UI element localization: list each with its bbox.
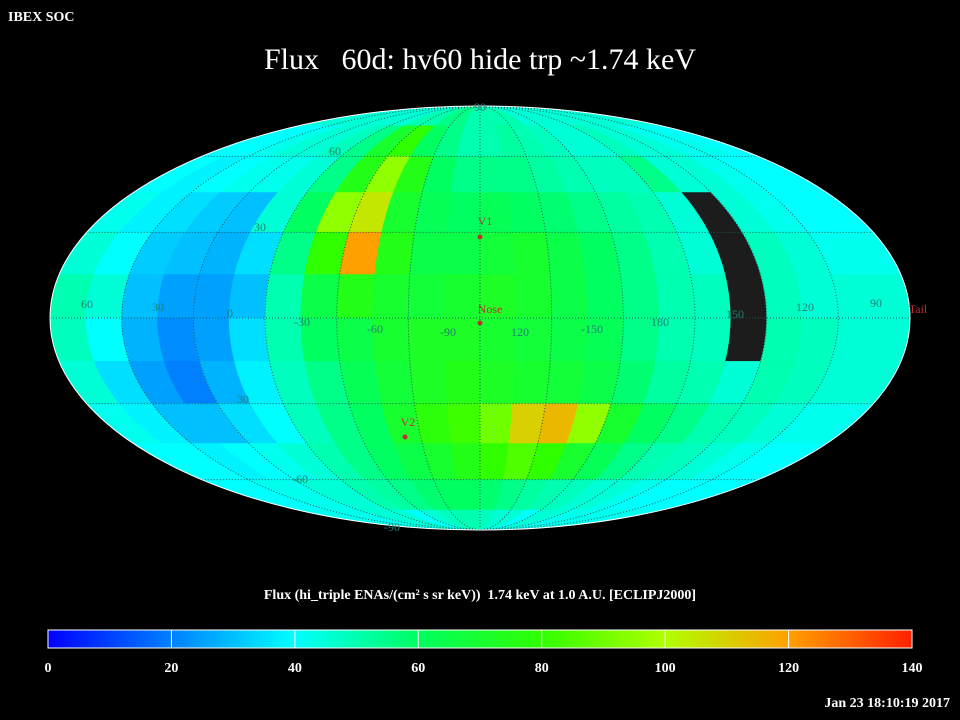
latitude-label: -90 xyxy=(384,520,400,534)
meridian xyxy=(479,105,768,531)
colorbar-tick-label: 140 xyxy=(902,661,923,676)
latitude-label: 60 xyxy=(329,144,341,158)
flux-cell xyxy=(690,274,732,319)
colorbar-tick-label: 0 xyxy=(45,661,52,676)
flux-cell xyxy=(512,361,551,404)
meridian xyxy=(192,105,481,531)
map-title: Flux 60d: hv60 hide trp ~1.74 keV xyxy=(264,43,696,76)
flux-cell xyxy=(264,274,305,319)
map-outline xyxy=(49,105,911,531)
longitude-label: -60 xyxy=(367,322,383,336)
flux-cell xyxy=(545,232,586,275)
flux-cell xyxy=(408,274,446,319)
timestamp: Jan 23 18:10:19 2017 xyxy=(824,696,950,711)
latitude-label: 90 xyxy=(474,100,486,114)
flux-cell xyxy=(479,232,516,275)
flux-cell xyxy=(446,192,481,233)
flux-cell xyxy=(545,361,586,404)
meridian xyxy=(264,105,481,531)
tail-label: Tail xyxy=(909,302,928,316)
marker-dot xyxy=(477,320,483,326)
colorbar-label: Flux (hi_triple ENAs/(cm² s sr keV)) 1.7… xyxy=(264,588,696,603)
flux-cell xyxy=(619,274,660,319)
flux-cell xyxy=(336,274,376,319)
colorbar-tick-label: 120 xyxy=(778,661,799,676)
latitude-label: 30 xyxy=(237,392,249,406)
flux-cell xyxy=(512,232,551,275)
flux-cell xyxy=(549,274,588,319)
flux-cell xyxy=(374,361,415,404)
marker-dot xyxy=(402,434,408,440)
map: 60 30 0 -30 -60 -90 120 -150 180 150 120 90 90 60 30 30… xyxy=(49,100,928,534)
flux-cell xyxy=(479,361,516,404)
colorbar-tick-label: 60 xyxy=(411,661,425,676)
flux-cell xyxy=(795,317,839,362)
source-label: IBEX SOC xyxy=(8,10,75,25)
colorbar-tick-label: 40 xyxy=(288,661,302,676)
latitude-label: -60 xyxy=(292,472,308,486)
marker-label: V2 xyxy=(401,415,416,429)
longitude-label: -90 xyxy=(440,325,456,339)
flux-cell xyxy=(300,274,341,319)
flux-cell xyxy=(374,232,415,275)
flux-cell xyxy=(444,232,481,275)
flux-cell xyxy=(443,274,481,319)
colorbar-gradient xyxy=(47,629,913,649)
flux-cell xyxy=(228,317,270,362)
colorbar-tick-label: 100 xyxy=(655,661,676,676)
marker-label: V1 xyxy=(478,214,493,228)
flux-cell xyxy=(372,274,411,319)
flux-cell xyxy=(584,274,624,319)
flux-cell xyxy=(760,317,803,362)
colorbar-tick-label: 20 xyxy=(164,661,178,676)
marker-dot xyxy=(477,234,483,240)
flux-cell xyxy=(514,274,552,319)
flux-cell xyxy=(409,232,448,275)
longitude-label: 120 xyxy=(796,300,814,314)
marker-label: Nose xyxy=(478,302,503,316)
longitude-label: 30 xyxy=(152,300,164,314)
no-data-cell xyxy=(725,317,767,362)
flux-cell xyxy=(193,317,235,362)
longitude-label: 60 xyxy=(81,297,93,311)
latitude-label: 30 xyxy=(254,220,266,234)
flux-cell xyxy=(479,403,514,444)
longitude-label: -150 xyxy=(581,322,603,336)
flux-cell xyxy=(444,361,481,404)
colorbar-tick-label: 80 xyxy=(535,661,549,676)
flux-cell xyxy=(157,317,200,362)
flux-cell xyxy=(409,361,448,404)
flux-cell xyxy=(228,274,270,319)
longitude-label: 0 xyxy=(227,306,233,320)
flux-cell xyxy=(655,274,696,319)
colorbar: 0 20 40 60 80 100 120 140 xyxy=(45,629,923,676)
longitude-label: 150 xyxy=(726,307,744,321)
longitude-label: 90 xyxy=(870,296,882,310)
longitude-label: 180 xyxy=(651,315,669,329)
longitude-label: 120 xyxy=(511,325,529,339)
flux-cell xyxy=(690,317,732,362)
flux-cell xyxy=(446,403,481,444)
longitude-label: -30 xyxy=(294,315,310,329)
